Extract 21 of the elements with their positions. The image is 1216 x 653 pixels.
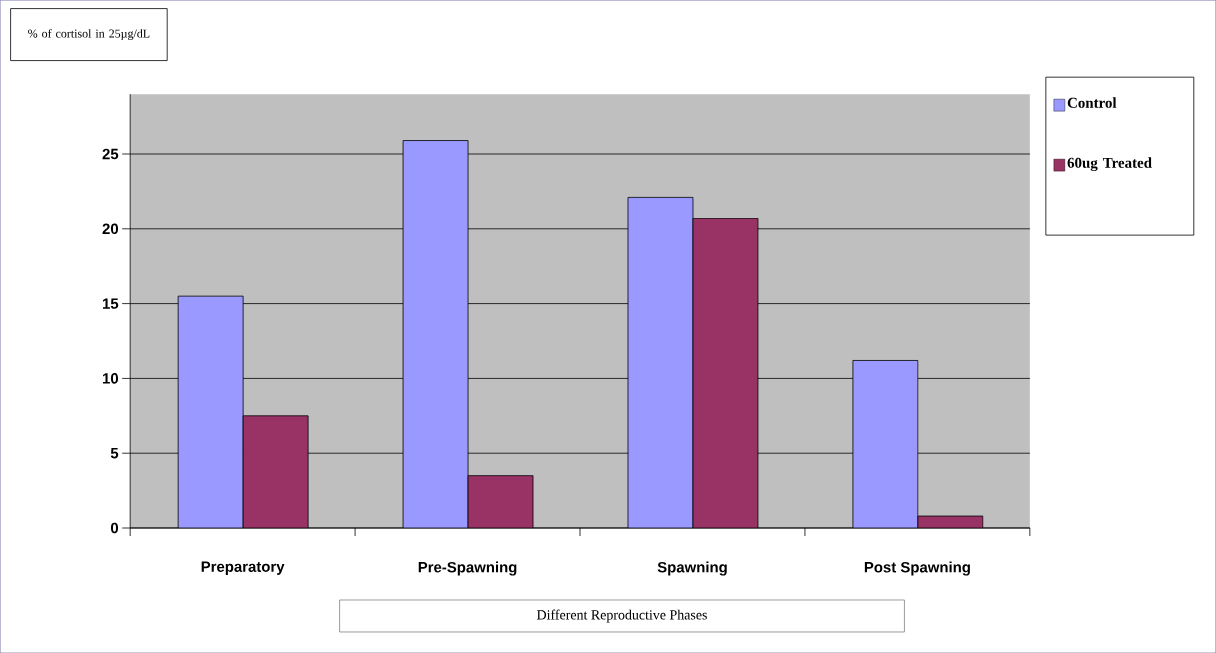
bar [467, 475, 534, 528]
legend-label: Control [1067, 97, 1117, 108]
bar [177, 295, 244, 528]
bar [692, 217, 759, 528]
y-tick-label: 5 [110, 447, 119, 459]
legend-label: 60ug Treated [1067, 157, 1152, 171]
bar [242, 415, 309, 528]
x-tick-label: Spawning [657, 561, 727, 576]
y-tick-label: 15 [102, 298, 119, 309]
y-tick-label: 20 [102, 223, 119, 235]
x-tick-label: Post Spawning [864, 561, 970, 576]
y-axis-title: % of cortisol in 25µg/dL [28, 29, 150, 40]
bar [852, 359, 919, 528]
x-tick-label: Preparatory [201, 561, 285, 575]
y-tick-label: 25 [102, 148, 119, 160]
bar [627, 196, 694, 528]
x-axis-title: Different Reproductive Phases [536, 609, 707, 623]
y-tick-label: 0 [110, 522, 119, 534]
bar [402, 140, 469, 528]
y-tick-label: 10 [102, 373, 119, 384]
x-tick-label: Pre-Spawning [418, 561, 517, 576]
